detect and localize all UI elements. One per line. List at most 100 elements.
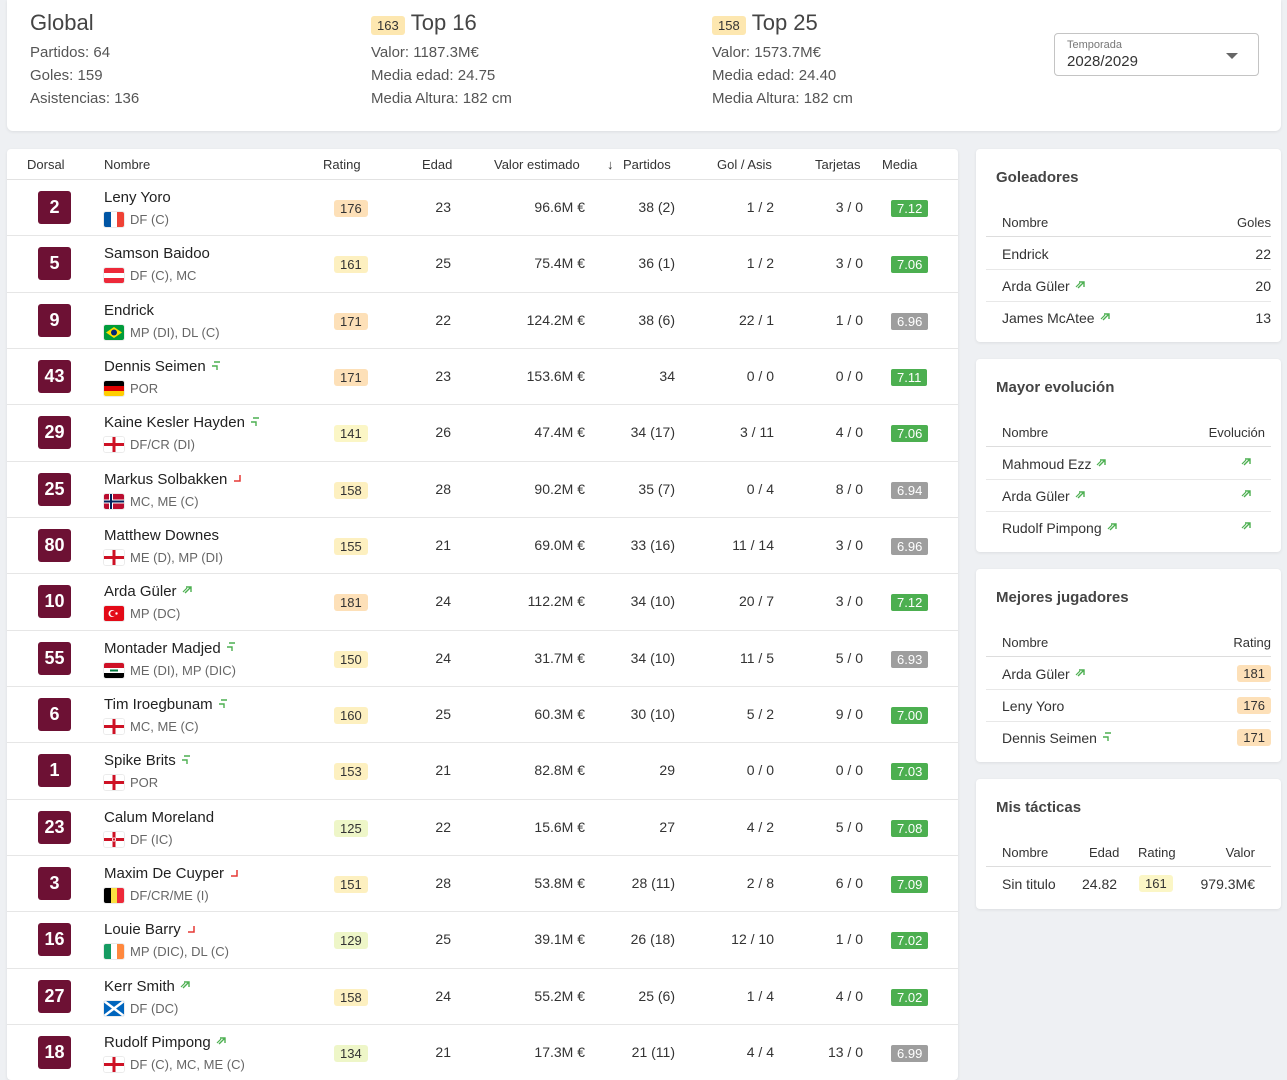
player-name[interactable]: Arda Güler: [1002, 666, 1087, 682]
table-row[interactable]: 43 Dennis Seimen POR 171 23 153.6M € 34 0 / 0 0 …: [7, 349, 958, 406]
table-row[interactable]: 1 Spike Brits POR 153 21 82.8M € 29 0 / 0 0 / 0 7…: [7, 743, 958, 800]
player-name[interactable]: Calum Moreland: [104, 809, 214, 826]
player-name[interactable]: Tim Iroegbunam: [104, 696, 228, 713]
dorsal-badge: 9: [38, 303, 71, 337]
player-name[interactable]: Rudolf Pimpong: [1002, 520, 1119, 536]
player-name[interactable]: Leny Yoro: [1002, 698, 1064, 714]
player-name[interactable]: Arda Güler: [104, 583, 194, 600]
age-cell: 21: [435, 1044, 451, 1061]
col-edad[interactable]: Edad: [422, 157, 453, 172]
evolucion-row[interactable]: Rudolf Pimpong: [986, 512, 1271, 544]
position-text: MP (DIC), DL (C): [130, 944, 229, 960]
panel-title: Mayor evolución: [996, 379, 1115, 396]
player-name[interactable]: Endrick: [1002, 246, 1049, 262]
player-name[interactable]: Maxim De Cuyper: [104, 865, 239, 882]
table-row[interactable]: 9 Endrick MP (DI), DL (C) 171 22 124.2M € 38 (…: [7, 293, 958, 350]
table-row[interactable]: 6 Tim Iroegbunam MC, ME (C) 160 25 60.3M € 30 …: [7, 687, 958, 744]
table-row[interactable]: 3 Maxim De Cuyper DF/CR/ME (I) 151 28 53.8M €…: [7, 856, 958, 913]
player-name[interactable]: Arda Güler: [1002, 278, 1087, 294]
trend-up-double-icon: [1075, 279, 1087, 294]
mejores-row[interactable]: Dennis Seimen 171: [986, 722, 1271, 754]
value-cell: 60.3M €: [534, 706, 585, 723]
player-name-text: Kerr Smith: [104, 977, 175, 995]
col-nombre[interactable]: Nombre: [104, 157, 151, 172]
col-tarjetas[interactable]: Tarjetas: [815, 157, 861, 172]
player-name[interactable]: Montader Madjed: [104, 640, 236, 657]
table-row[interactable]: 10 Arda Güler MP (DC) 181 24 112.2M € 34 (10) 2…: [7, 574, 958, 631]
panel-title: Mejores jugadores: [996, 589, 1129, 606]
col-rating[interactable]: Rating: [323, 157, 361, 172]
player-position: MC, ME (C): [104, 719, 199, 735]
matches-cell: 34: [659, 368, 675, 385]
table-row[interactable]: 55 Montader Madjed ME (DI), MP (DIC) 150 24 3…: [7, 631, 958, 688]
media-badge: 7.03: [891, 763, 929, 781]
summary-line: Media Altura: 182 cm: [371, 90, 512, 107]
dorsal-badge: 55: [38, 641, 71, 675]
col-dorsal[interactable]: Dorsal: [27, 157, 65, 172]
col-rating: Rating: [1233, 635, 1271, 650]
player-name[interactable]: Mahmoud Ezz: [1002, 456, 1108, 472]
col-media[interactable]: Media: [882, 157, 918, 172]
player-name[interactable]: Samson Baidoo: [104, 245, 210, 262]
goals-assists-cell: 0 / 4: [746, 480, 774, 497]
media-badge: 7.08: [891, 819, 929, 837]
goleadores-row[interactable]: Endrick 22: [986, 238, 1271, 270]
col-valor[interactable]: Valor estimado: [494, 157, 580, 172]
flag-icon: [104, 550, 124, 566]
player-name[interactable]: Leny Yoro: [104, 189, 171, 206]
trend-up-double-icon: [1100, 311, 1112, 326]
goleadores-row[interactable]: Arda Güler 20: [986, 270, 1271, 302]
table-row[interactable]: 2 Leny Yoro DF (C) 176 23 96.6M € 38 (2) 1 / 2 3…: [7, 180, 958, 237]
evolucion-row[interactable]: Arda Güler: [986, 480, 1271, 512]
table-row[interactable]: 23 Calum Moreland DF (IC) 125 22 15.6M € 27 4 /…: [7, 800, 958, 857]
player-position: MC, ME (C): [104, 493, 199, 509]
matches-cell: 34 (17): [630, 424, 675, 441]
player-name[interactable]: Kaine Kesler Hayden: [104, 414, 260, 431]
evolucion-row[interactable]: Mahmoud Ezz: [986, 448, 1271, 480]
player-name[interactable]: Dennis Seimen: [104, 358, 221, 375]
position-text: DF (C), MC, ME (C): [130, 1057, 245, 1073]
player-name[interactable]: Spike Brits: [104, 752, 191, 769]
table-row[interactable]: 25 Markus Solbakken MC, ME (C) 158 28 90.2M €…: [7, 462, 958, 519]
table-row[interactable]: 29 Kaine Kesler Hayden DF/CR (DI) 141 26 47.4…: [7, 405, 958, 462]
season-select[interactable]: Temporada 2028/2029: [1054, 33, 1259, 76]
flag-icon: [104, 437, 124, 453]
media-badge: 7.12: [891, 594, 929, 612]
player-position: DF (C), MC: [104, 268, 196, 284]
rating-badge: 134: [334, 1045, 368, 1063]
summary-line: Media edad: 24.75: [371, 67, 496, 84]
player-name[interactable]: Matthew Downes: [104, 527, 219, 544]
player-name[interactable]: Kerr Smith: [104, 978, 192, 995]
cards-cell: 3 / 0: [835, 255, 863, 272]
player-name[interactable]: Dennis Seimen: [1002, 730, 1112, 746]
player-name[interactable]: Markus Solbakken: [104, 471, 242, 488]
table-row[interactable]: 16 Louie Barry MP (DIC), DL (C) 129 25 39.1M …: [7, 912, 958, 969]
age-cell: 21: [435, 762, 451, 779]
player-name[interactable]: Endrick: [104, 302, 154, 319]
player-name-text: Dennis Seimen: [1002, 730, 1097, 746]
season-label: Temporada: [1067, 39, 1123, 51]
goleadores-row[interactable]: James McAtee 13: [986, 302, 1271, 334]
table-row[interactable]: 80 Matthew Downes ME (D), MP (DI) 155 21 69.0…: [7, 518, 958, 575]
player-name[interactable]: James McAtee: [1002, 310, 1112, 326]
col-partidos[interactable]: ↓ Partidos: [607, 157, 671, 172]
position-text: POR: [130, 381, 159, 397]
trend-up-double-icon: [1107, 521, 1119, 536]
player-name[interactable]: Louie Barry: [104, 921, 196, 938]
panel-header: Nombre Rating: [986, 632, 1271, 657]
rating-badge: 158: [334, 988, 368, 1006]
goals-assists-cell: 5 / 2: [746, 706, 774, 723]
tacticas-row[interactable]: Sin titulo 24.82 161 979.3M€: [986, 868, 1271, 900]
cards-cell: 3 / 0: [835, 593, 863, 610]
flag-icon: [104, 888, 124, 904]
mejores-row[interactable]: Leny Yoro 176: [986, 690, 1271, 722]
table-row[interactable]: 5 Samson Baidoo DF (C), MC 161 25 75.4M € 36 (…: [7, 236, 958, 293]
mejores-row[interactable]: Arda Güler 181: [986, 658, 1271, 690]
player-name[interactable]: Rudolf Pimpong: [104, 1034, 228, 1051]
table-row[interactable]: 27 Kerr Smith DF (DC) 158 24 55.2M € 25 (6) 1 /…: [7, 969, 958, 1026]
table-row[interactable]: 18 Rudolf Pimpong DF (C), MC, ME (C) 134 21 1…: [7, 1025, 958, 1080]
table-body: 2 Leny Yoro DF (C) 176 23 96.6M € 38 (2) 1 / 2 3…: [7, 180, 958, 1080]
dorsal-badge: 23: [38, 810, 71, 844]
player-name[interactable]: Arda Güler: [1002, 488, 1087, 504]
col-gol-asis[interactable]: Gol / Asis: [717, 157, 772, 172]
